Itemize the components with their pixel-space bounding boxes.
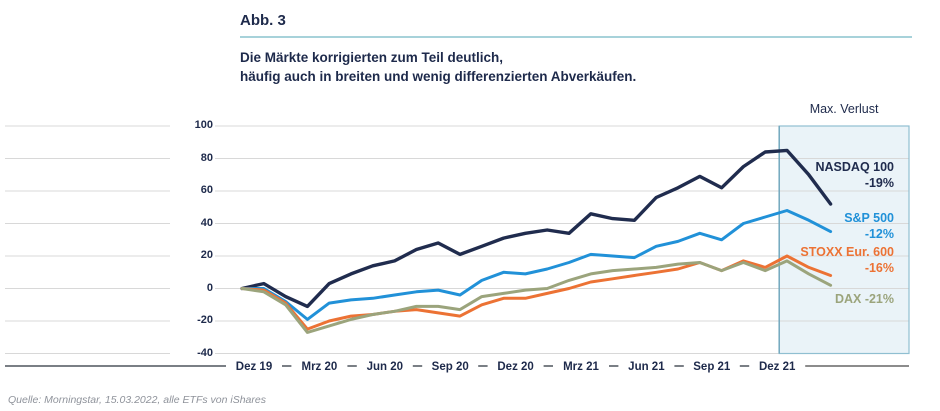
x-axis-label: Dez 20 bbox=[497, 361, 533, 373]
title-divider bbox=[240, 36, 912, 38]
series-max-loss: -12% bbox=[864, 227, 894, 241]
series-line-s-p-500 bbox=[240, 209, 833, 321]
y-tick-label: -40 bbox=[170, 345, 215, 360]
series-label-stoxx-eur-600: STOXX Eur. 600 -16% bbox=[800, 244, 894, 276]
series-label-nasdaq-100: NASDAQ 100 -19% bbox=[816, 159, 895, 191]
series-max-loss: -19% bbox=[864, 176, 894, 190]
x-axis-label: Mrz 21 bbox=[563, 361, 599, 373]
source-note: Quelle: Morningstar, 15.03.2022, alle ET… bbox=[8, 394, 266, 406]
series-label-s-p-500: S&P 500 -12% bbox=[844, 210, 894, 242]
figure-subtitle: Die Märkte korrigierten zum Teil deutlic… bbox=[240, 48, 636, 86]
figure-label: Abb. 3 bbox=[240, 12, 286, 29]
y-tick-label: 60 bbox=[170, 183, 215, 197]
x-axis-label: Sep 21 bbox=[693, 361, 731, 373]
x-axis-label: Mrz 20 bbox=[302, 361, 338, 373]
x-axis-label: Jun 20 bbox=[367, 361, 403, 373]
series-max-loss: -16% bbox=[864, 261, 894, 275]
series-line-dax bbox=[240, 259, 833, 334]
y-tick-label: 0 bbox=[170, 280, 215, 295]
subtitle-line-2: häufig auch in breiten und wenig differe… bbox=[240, 69, 637, 84]
x-axis-label: Dez 19 bbox=[236, 361, 272, 373]
series-name: S&P 500 bbox=[844, 211, 894, 225]
y-tick-label: 40 bbox=[170, 215, 215, 230]
series-line-nasdaq-100 bbox=[240, 148, 833, 309]
x-axis-label: Dez 21 bbox=[759, 361, 796, 373]
x-axis-label: Sep 20 bbox=[432, 361, 469, 373]
y-tick-label: 100 bbox=[170, 118, 215, 132]
series-label-dax: DAX -21% bbox=[834, 292, 894, 306]
x-axis-label: Jun 21 bbox=[628, 361, 665, 373]
series-name: NASDAQ 100 bbox=[815, 160, 895, 174]
series-line-stoxx-eur-600 bbox=[240, 254, 833, 331]
y-tick-label: 80 bbox=[170, 150, 215, 165]
y-tick-label: -20 bbox=[170, 313, 215, 327]
y-tick-label: 20 bbox=[170, 248, 215, 262]
subtitle-line-1: Die Märkte korrigierten zum Teil deutlic… bbox=[240, 50, 504, 65]
series-name: STOXX Eur. 600 bbox=[800, 245, 894, 259]
max-loss-region-label: Max. Verlust bbox=[809, 102, 879, 116]
